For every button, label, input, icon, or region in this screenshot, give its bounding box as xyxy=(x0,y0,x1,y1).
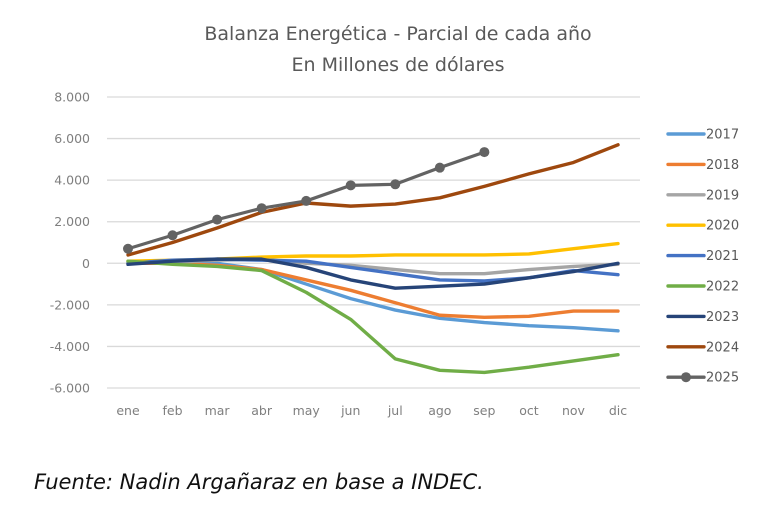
data-point-2025 xyxy=(345,180,356,191)
data-point-2025 xyxy=(479,147,490,158)
series-2024 xyxy=(126,143,620,257)
x-tick-label: jun xyxy=(340,403,360,418)
data-point-2025 xyxy=(301,195,312,206)
data-point-2025 xyxy=(167,230,178,241)
legend-item-2021: 2021 xyxy=(666,249,739,264)
y-tick-label: 6.000 xyxy=(54,131,90,146)
y-tick-label: 0 xyxy=(82,256,90,271)
data-point-2025 xyxy=(212,214,223,225)
series-2022 xyxy=(126,259,620,375)
series-line-2017 xyxy=(126,260,620,333)
legend-item-2022: 2022 xyxy=(666,280,739,295)
legend-item-2019: 2019 xyxy=(666,188,739,203)
x-tick-label: feb xyxy=(163,403,183,418)
legend-item-2018: 2018 xyxy=(666,158,739,173)
y-tick-label: 4.000 xyxy=(54,173,90,188)
x-tick-label: oct xyxy=(519,403,539,418)
y-tick-label: 8.000 xyxy=(54,90,90,105)
gridlines xyxy=(107,96,640,389)
y-tick-label: -4.000 xyxy=(50,339,90,354)
data-point-2025 xyxy=(434,162,445,173)
chart-title: Balanza Energética - Parcial de cada año xyxy=(204,23,591,45)
legend-label: 2025 xyxy=(706,371,739,386)
legend-label: 2020 xyxy=(706,219,739,234)
legend-label: 2017 xyxy=(706,128,739,143)
y-tick-label: -2.000 xyxy=(50,297,90,312)
y-axis-ticks: 8.000 6.000 4.000 2.000 0 -2.000 -4.000 -6.000 xyxy=(50,90,90,396)
legend-item-2023: 2023 xyxy=(666,310,739,325)
x-tick-label: dic xyxy=(609,403,627,418)
legend-marker xyxy=(681,372,691,383)
legend-label: 2024 xyxy=(706,340,739,355)
data-point-2025 xyxy=(256,203,267,214)
x-tick-label: mar xyxy=(205,403,231,418)
x-tick-label: abr xyxy=(251,403,273,418)
data-point-2025 xyxy=(123,243,133,254)
series-2025 xyxy=(123,147,490,254)
y-tick-label: 2.000 xyxy=(54,214,90,229)
x-tick-label: ene xyxy=(116,403,140,418)
chart-subtitle: En Millones de dólares xyxy=(292,54,505,76)
x-tick-label: may xyxy=(293,403,321,418)
x-tick-label: ago xyxy=(428,403,451,418)
legend-item-2017: 2017 xyxy=(666,128,739,143)
legend-label: 2022 xyxy=(706,280,739,295)
series-2023 xyxy=(126,257,620,290)
data-point-2025 xyxy=(390,179,401,190)
legend-item-2024: 2024 xyxy=(666,340,739,355)
x-tick-label: nov xyxy=(562,403,586,418)
series-line-2023 xyxy=(126,257,620,290)
x-tick-label: jul xyxy=(387,403,403,418)
series-2017 xyxy=(126,260,620,333)
y-tick-label: -6.000 xyxy=(50,381,90,396)
legend-item-2020: 2020 xyxy=(666,219,739,234)
series-line-2022 xyxy=(126,259,620,375)
source-note: Fuente: Nadin Argañaraz en base a INDEC. xyxy=(34,470,484,494)
series-line-2024 xyxy=(126,143,620,257)
legend: 2017 2018 2019 2020 2021 2022 2023 2024 2025 xyxy=(666,128,739,386)
x-tick-label: sep xyxy=(473,403,495,418)
x-axis-ticks: ene feb mar abr may jun jul ago sep oct nov dic xyxy=(116,403,627,418)
legend-label: 2023 xyxy=(706,310,739,325)
legend-label: 2018 xyxy=(706,158,739,173)
legend-label: 2021 xyxy=(706,249,739,264)
legend-label: 2019 xyxy=(706,188,739,203)
series-lines xyxy=(123,143,620,375)
legend-item-2025: 2025 xyxy=(666,371,739,386)
